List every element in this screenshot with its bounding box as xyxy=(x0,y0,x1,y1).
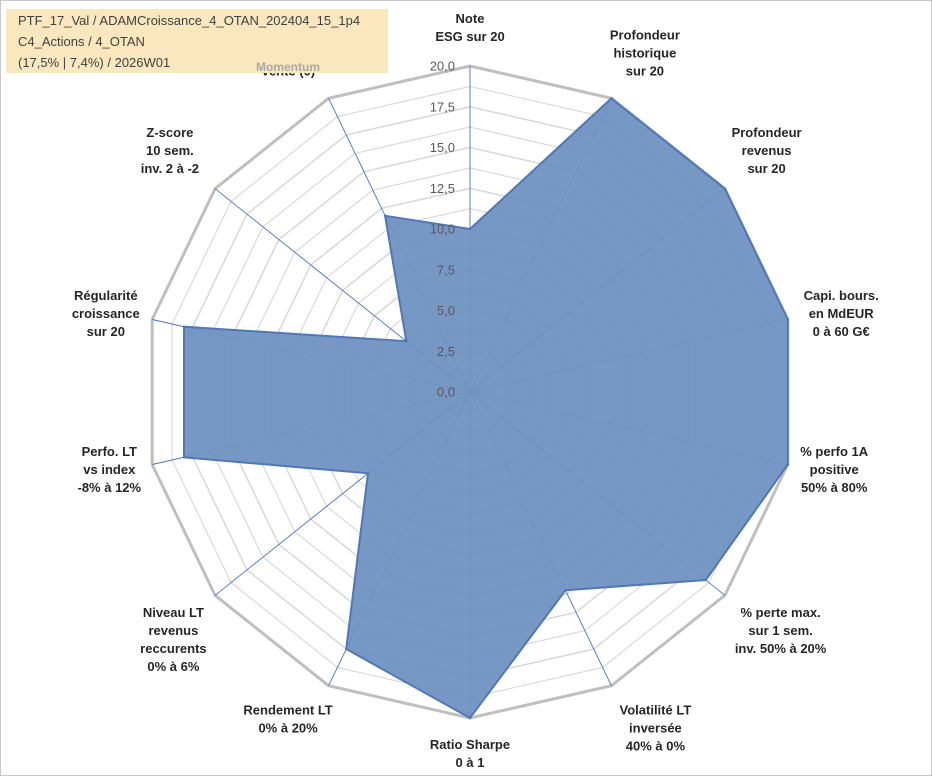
tick-layer: 0,0 2,5 5,0 7,5 10,0 12,5 15,0 17,5 20,0 xyxy=(430,59,455,400)
axis-label-line: inversée xyxy=(629,720,682,735)
axis-label: Note ESG sur 20 xyxy=(435,11,504,44)
axis-label: Ratio Sharpe 0 à 1 xyxy=(430,737,510,770)
series-point xyxy=(704,578,707,582)
series-point xyxy=(366,472,370,475)
series-point xyxy=(383,214,387,217)
axis-label-line: en MdEUR xyxy=(809,306,875,321)
axis-label-line: % perte max. xyxy=(740,605,820,620)
portfolio-name: PTF_17_Val / ADAMCroissance_4_OTAN_20240… xyxy=(18,13,361,28)
axis-label-line: historique xyxy=(613,46,676,61)
axis-label-line: ESG sur 20 xyxy=(435,29,504,44)
label-layer: Note ESG sur 20 Profondeur historique sur 20… xyxy=(72,11,879,770)
axis-label: Régularité croissance sur 20 xyxy=(72,288,140,339)
axis-label-line: revenus xyxy=(742,143,792,158)
axis-label-line: Rendement LT xyxy=(243,702,332,717)
axis-label-line: positive xyxy=(810,462,859,477)
axis-label-line: 0 à 60 G€ xyxy=(813,324,870,339)
axis-label-line: sur 20 xyxy=(747,161,785,176)
tick-label: 15,0 xyxy=(430,140,455,155)
axis-label-line: Perfo. LT xyxy=(82,444,137,459)
tick-label: 10,0 xyxy=(430,222,455,237)
series-point xyxy=(182,456,186,459)
momentum-label: Momentum xyxy=(256,60,320,74)
series-point xyxy=(182,325,186,328)
axis-label-line: 40% à 0% xyxy=(626,738,686,753)
axis-label-line: vs index xyxy=(83,462,136,477)
axis-label-line: sur 1 sem. xyxy=(748,623,812,638)
axis-label: Volatilité LT inversée 40% à 0% xyxy=(620,702,692,753)
axis-label-line: sur 20 xyxy=(87,324,125,339)
tick-label: 0,0 xyxy=(437,385,455,400)
axis-label: Perfo. LT vs index -8% à 12% xyxy=(78,444,142,495)
axis-label-line: Profondeur xyxy=(732,125,802,140)
axis-label: % perte max. sur 1 sem. inv. 50% à 20% xyxy=(735,605,827,656)
axis-label-line: reccurents xyxy=(140,641,206,656)
axis-label-line: 50% à 80% xyxy=(801,480,868,495)
axis-label: % perfo 1A positive 50% à 80% xyxy=(800,444,869,495)
series-point xyxy=(610,97,613,100)
axis-label-line: inv. 50% à 20% xyxy=(735,641,827,656)
axis-label: Rendement LT 0% à 20% xyxy=(243,702,332,735)
axis-label-line: Z-score xyxy=(146,125,193,140)
tick-label: 7,5 xyxy=(437,262,455,277)
performance-week: (17,5% | 7,4%) / 2026W01 xyxy=(18,55,171,70)
axis-label: Capi. bours. en MdEUR 0 à 60 G€ xyxy=(804,288,879,339)
series-point xyxy=(564,589,567,592)
axis-label-line: inv. 2 à -2 xyxy=(141,161,199,176)
tick-label: 12,5 xyxy=(430,181,455,196)
series-point xyxy=(723,187,727,190)
series-layer xyxy=(182,96,789,720)
axis-label-line: Régularité xyxy=(74,288,138,303)
axis-label-line: Capi. bours. xyxy=(804,288,879,303)
axis-label-line: Profondeur xyxy=(610,28,680,43)
axis-label-line: croissance xyxy=(72,306,140,321)
tick-label: 2,5 xyxy=(437,344,455,359)
series-point xyxy=(345,647,348,651)
portfolio-info-box: PTF_17_Val / ADAMCroissance_4_OTAN_20240… xyxy=(6,9,388,73)
axis-label: Profondeur revenus sur 20 xyxy=(732,125,802,176)
series-point xyxy=(786,463,789,466)
axis-label-line: 0 à 1 xyxy=(456,755,485,770)
axis-label-line: Niveau LT xyxy=(143,605,204,620)
axis-label: Profondeur historique sur 20 xyxy=(610,28,680,79)
axis-label-line: Note xyxy=(456,11,485,26)
axis-label-line: sur 20 xyxy=(626,64,664,79)
axis-label-line: 10 sem. xyxy=(146,143,194,158)
axis-label-line: % perfo 1A xyxy=(800,444,869,459)
axis-label: Niveau LT revenus reccurents 0% à 6% xyxy=(140,605,206,674)
tick-label: 20,0 xyxy=(430,59,455,74)
series-point xyxy=(405,340,408,343)
series-point xyxy=(786,318,789,321)
asset-class: C4_Actions / 4_OTAN xyxy=(18,34,145,49)
axis-label-line: revenus xyxy=(148,623,198,638)
axis-label-line: Ratio Sharpe xyxy=(430,737,510,752)
tick-label: 5,0 xyxy=(437,303,455,318)
axis-label-line: 0% à 20% xyxy=(258,720,318,735)
tick-label: 17,5 xyxy=(430,99,455,114)
series-point xyxy=(468,227,472,231)
series-point xyxy=(468,716,472,720)
axis-label-line: 0% à 6% xyxy=(147,659,199,674)
axis-label-line: Volatilité LT xyxy=(620,702,692,717)
axis-label: Z-score 10 sem. inv. 2 à -2 xyxy=(141,125,199,176)
axis-label-line: -8% à 12% xyxy=(78,480,142,495)
